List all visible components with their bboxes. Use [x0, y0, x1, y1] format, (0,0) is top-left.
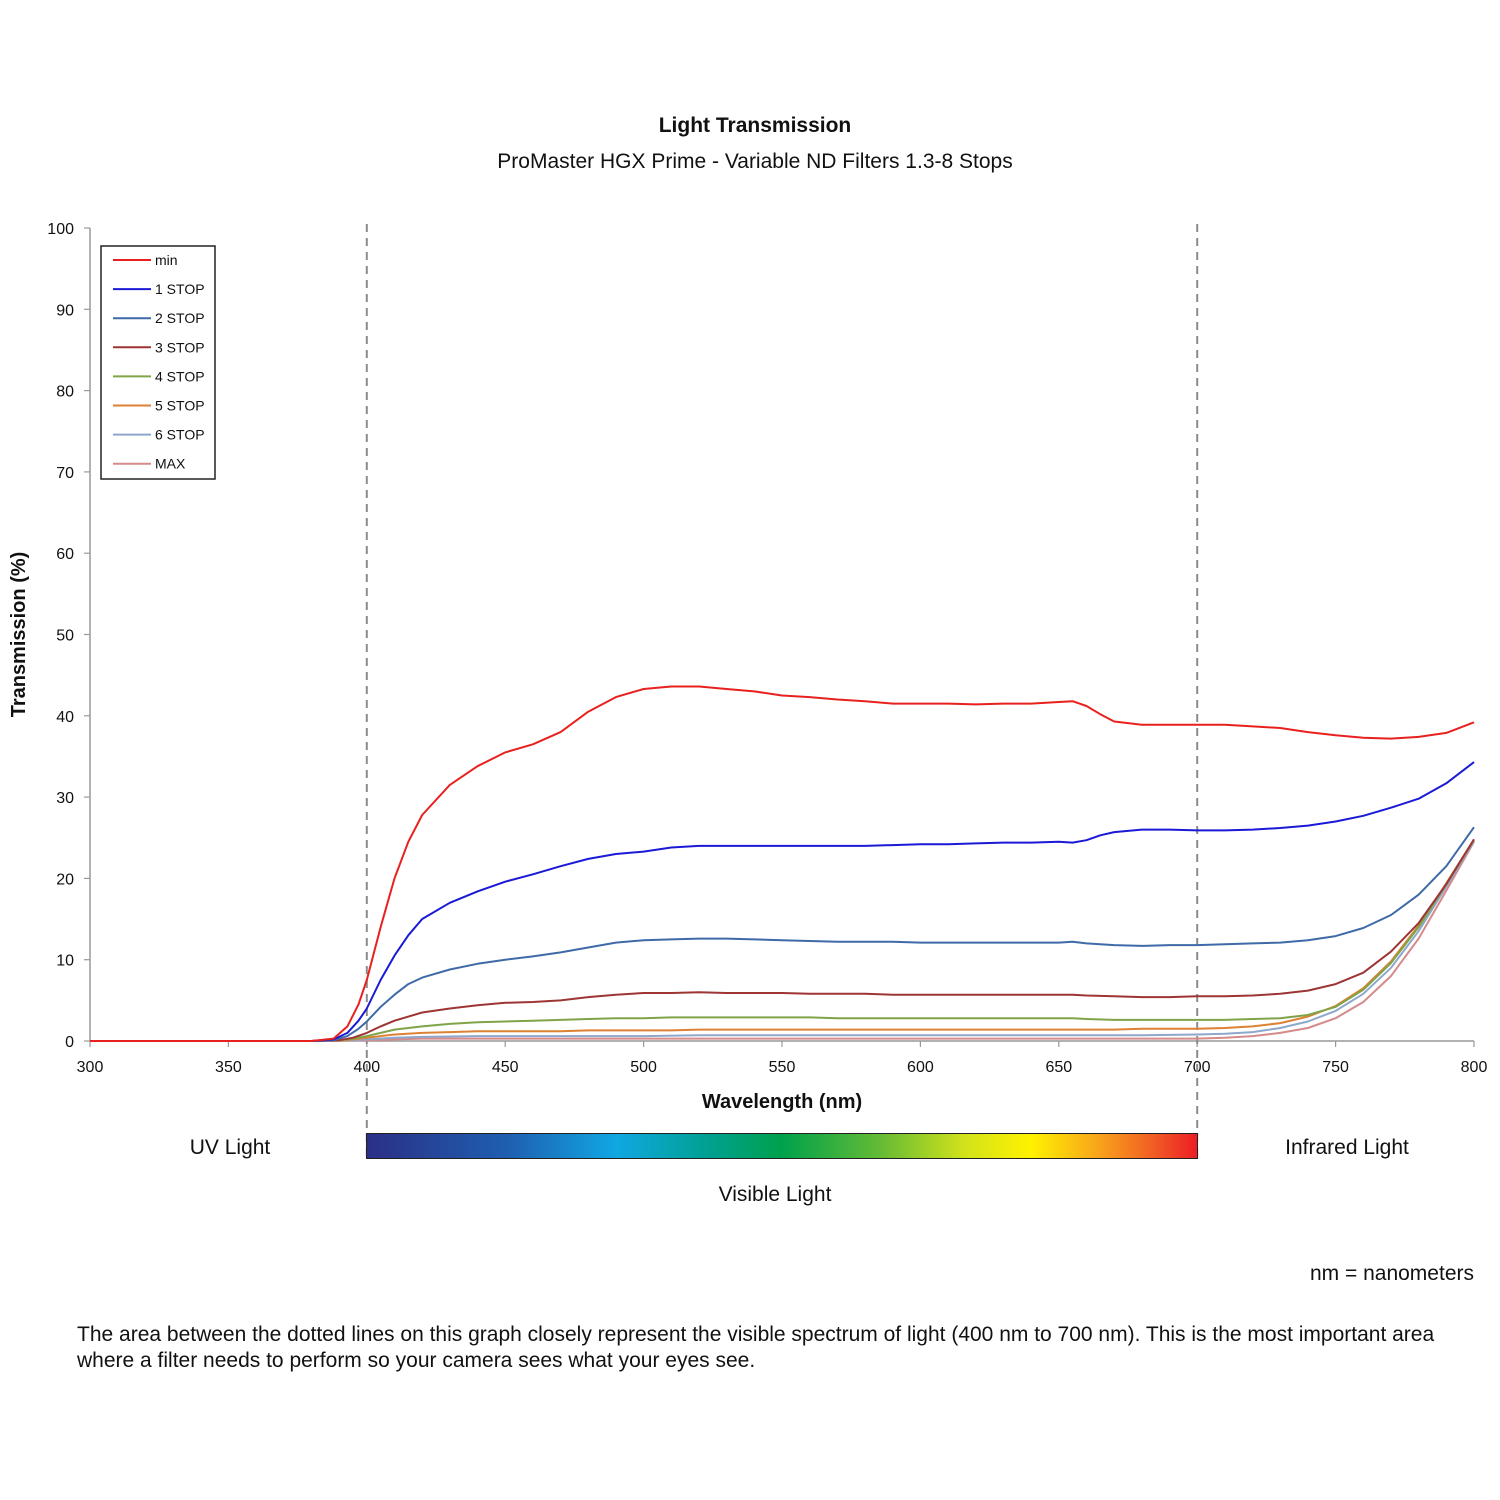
- series-line: [90, 838, 1475, 1042]
- y-tick-label: 70: [56, 465, 74, 482]
- y-tick-label: 10: [56, 953, 74, 970]
- y-tick-label: 40: [56, 709, 74, 726]
- series-line: [90, 826, 1475, 1042]
- series-lines: [90, 685, 1475, 1042]
- series-line: [90, 838, 1475, 1042]
- unit-note: nm = nanometers: [1309, 1262, 1474, 1285]
- series-line: [90, 838, 1475, 1042]
- legend-label: 2 STOP: [155, 310, 205, 326]
- x-tick-label: 650: [1045, 1059, 1072, 1076]
- infrared-light-label: Infrared Light: [1285, 1136, 1409, 1159]
- legend: min 1 STOP 2 STOP 3 STOP 4 STOP 5 STOP 6 STOP M…: [100, 245, 216, 480]
- legend-label: min: [155, 252, 178, 268]
- legend-box: [100, 245, 216, 480]
- x-tick-label: 550: [769, 1059, 796, 1076]
- x-tick-label: 750: [1322, 1059, 1349, 1076]
- x-tick-label: 450: [492, 1059, 519, 1076]
- legend-label: 6 STOP: [155, 427, 205, 443]
- y-tick-label: 20: [56, 871, 74, 888]
- visible-spectrum-bar: [366, 1133, 1198, 1159]
- legend-label: 4 STOP: [155, 368, 205, 384]
- legend-label: 3 STOP: [155, 339, 205, 355]
- y-tick-label: 0: [65, 1034, 74, 1051]
- legend-label: 5 STOP: [155, 398, 205, 414]
- x-tick-label: 300: [77, 1059, 104, 1076]
- y-tick-label: 90: [56, 302, 74, 319]
- uv-light-label: UV Light: [189, 1136, 271, 1159]
- x-tick-label: 800: [1461, 1059, 1488, 1076]
- y-tick-label: 50: [56, 628, 74, 645]
- reference-lines: [365, 224, 1199, 1160]
- y-tick-label: 30: [56, 790, 74, 807]
- x-tick-label: 500: [630, 1059, 657, 1076]
- series-line: [90, 761, 1475, 1042]
- footnote: The area between the dotted lines on thi…: [77, 1323, 1435, 1372]
- visible-light-label: Visible Light: [718, 1183, 832, 1206]
- y-axis-title: Transmission (%): [8, 552, 30, 718]
- x-tick-label: 600: [907, 1059, 934, 1076]
- x-axis-title: Wavelength (nm): [702, 1091, 862, 1113]
- series-line: [90, 840, 1475, 1042]
- chart-subtitle: ProMaster HGX Prime - Variable ND Filter…: [497, 150, 1013, 173]
- series-line: [90, 685, 1475, 1042]
- legend-label: 1 STOP: [155, 281, 205, 297]
- legend-label: MAX: [155, 456, 186, 472]
- y-tick-label: 60: [56, 546, 74, 563]
- x-tick-label: 350: [215, 1059, 242, 1076]
- y-tick-label: 80: [56, 384, 74, 401]
- series-line: [90, 841, 1475, 1042]
- y-tick-label: 100: [47, 221, 74, 238]
- chart-title: Light Transmission: [658, 114, 852, 137]
